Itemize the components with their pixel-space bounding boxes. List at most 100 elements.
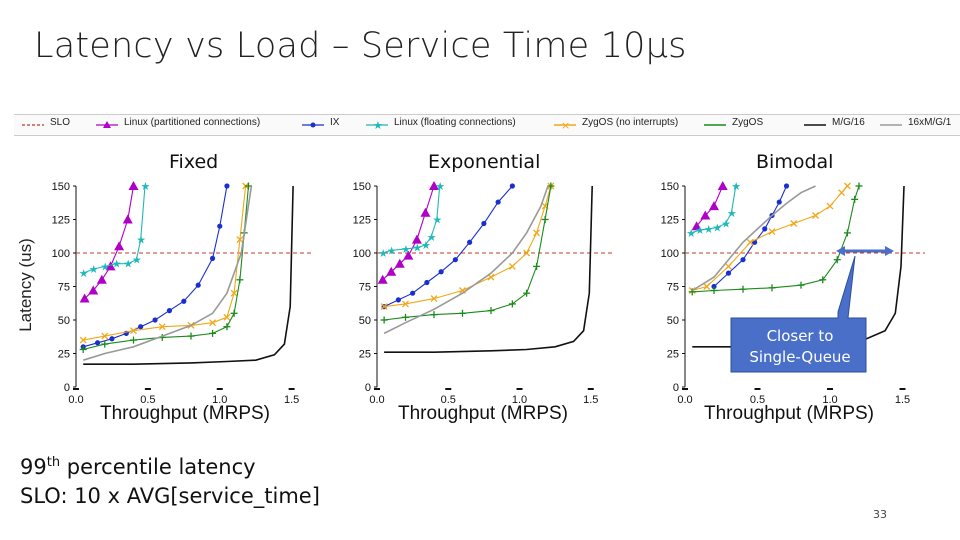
callout-box bbox=[730, 255, 867, 373]
y-tick-label-bimodal: 100 bbox=[661, 248, 679, 260]
point-fixed-zygos bbox=[236, 276, 244, 284]
point-bimodal-linux-floating-connections: ★ bbox=[712, 222, 722, 235]
point-fixed-linux-floating-connections: ★ bbox=[141, 180, 151, 193]
y-tick-label-exponential: 125 bbox=[353, 215, 371, 227]
y-tick-label-bimodal: 150 bbox=[661, 181, 679, 193]
point-bimodal-zygos-no-interrupts bbox=[812, 212, 819, 219]
series-line-bimodal-16xm-g-1 bbox=[691, 185, 816, 292]
y-tick-label-fixed: 125 bbox=[52, 215, 70, 227]
point-fixed-zygos-no-interrupts bbox=[158, 323, 166, 331]
point-exponential-zygos bbox=[402, 313, 409, 321]
point-fixed-ix bbox=[152, 317, 158, 323]
point-exponential-linux-floating-connections: ★ bbox=[401, 243, 411, 256]
point-fixed-linux-floating-connections: ★ bbox=[112, 258, 122, 271]
point-bimodal-zygos bbox=[768, 284, 776, 292]
point-bimodal-linux-partitioned-connections bbox=[700, 210, 711, 220]
y-tick-label-bimodal: 125 bbox=[661, 215, 679, 227]
y-tick-label-fixed: 50 bbox=[58, 315, 70, 327]
x-tick-label-exponential: 0.0 bbox=[369, 394, 384, 406]
point-bimodal-zygos-no-interrupts bbox=[826, 202, 834, 210]
legend-label-mg16: M/G/16 bbox=[832, 117, 865, 128]
point-bimodal-ix bbox=[762, 226, 768, 232]
point-bimodal-zygos-no-interrupts bbox=[746, 238, 754, 246]
point-fixed-zygos-no-interrupts bbox=[230, 289, 238, 297]
point-exponential-zygos bbox=[533, 262, 541, 270]
point-exponential-ix bbox=[495, 199, 501, 205]
series-line-exponential-ix bbox=[383, 185, 513, 308]
y-tick-label-exponential: 100 bbox=[353, 248, 371, 260]
point-exponential-linux-floating-connections: ★ bbox=[412, 242, 422, 255]
point-exponential-linux-partitioned-connections bbox=[429, 181, 439, 190]
point-exponential-linux-partitioned-connections bbox=[403, 250, 414, 260]
point-exponential-zygos-no-interrupts bbox=[508, 262, 516, 270]
legend-label-zygos-no-int: ZygOS (no interrupts) bbox=[582, 117, 679, 128]
point-fixed-linux-partitioned-connections bbox=[128, 181, 139, 190]
point-fixed-zygos-no-interrupts bbox=[101, 332, 109, 340]
point-fixed-zygos bbox=[209, 329, 217, 337]
point-exponential-linux-partitioned-connections bbox=[411, 234, 422, 244]
point-exponential-zygos bbox=[487, 307, 495, 315]
point-exponential-ix bbox=[509, 183, 515, 189]
point-bimodal-linux-partitioned-connections bbox=[717, 181, 728, 190]
point-exponential-ix bbox=[395, 297, 401, 303]
series-line-bimodal-linux-floating-connections bbox=[690, 185, 737, 234]
point-exponential-zygos-no-interrupts bbox=[533, 229, 541, 237]
series-line-bimodal-zygos-no-interrupts bbox=[692, 185, 848, 292]
y-tick-label-bimodal: 50 bbox=[667, 315, 679, 327]
point-bimodal-zygos-no-interrupts bbox=[838, 189, 846, 197]
point-bimodal-zygos bbox=[855, 182, 863, 190]
y-tick-label-exponential: 150 bbox=[353, 181, 371, 193]
y-tick-label-exponential: 50 bbox=[359, 315, 371, 327]
callout-arrow bbox=[836, 246, 894, 256]
point-fixed-zygos-no-interrupts bbox=[236, 236, 244, 244]
point-fixed-ix bbox=[94, 340, 101, 346]
point-exponential-zygos bbox=[508, 300, 516, 308]
y-tick-label-bimodal: 75 bbox=[667, 282, 679, 294]
panel-title-bimodal: Bimodal bbox=[756, 151, 834, 173]
point-bimodal-linux-partitioned-connections bbox=[709, 201, 719, 211]
point-bimodal-zygos-no-interrupts bbox=[768, 228, 776, 236]
y-tick-label-fixed: 150 bbox=[52, 181, 70, 193]
legend-label-zygos: ZygOS bbox=[732, 117, 764, 128]
point-exponential-linux-floating-connections: ★ bbox=[387, 244, 397, 257]
legend-label-slo: SLO bbox=[50, 117, 71, 128]
y-tick-label-fixed: 25 bbox=[58, 349, 70, 361]
point-bimodal-zygos-no-interrupts bbox=[703, 283, 711, 290]
point-fixed-linux-floating-connections: ★ bbox=[79, 267, 89, 280]
point-exponential-zygos-no-interrupts bbox=[430, 295, 438, 303]
point-fixed-ix bbox=[181, 298, 187, 304]
point-fixed-ix bbox=[138, 324, 144, 330]
series-line-exponential-m-g-16 bbox=[384, 185, 593, 354]
legend-label-ix: IX bbox=[330, 117, 340, 128]
panel-title-fixed: Fixed bbox=[169, 151, 219, 173]
point-bimodal-linux-floating-connections: ★ bbox=[731, 180, 741, 193]
x-tick-label-fixed: 1.5 bbox=[284, 394, 299, 406]
point-fixed-zygos-no-interrupts bbox=[223, 313, 231, 321]
point-exponential-linux-partitioned-connections bbox=[386, 266, 397, 276]
footnote-line-2: SLO: 10 x AVG[service_time] bbox=[20, 484, 320, 508]
x-tick-label-fixed: 0.5 bbox=[140, 394, 155, 406]
point-fixed-linux-floating-connections: ★ bbox=[136, 234, 146, 247]
point-fixed-zygos-no-interrupts bbox=[79, 336, 87, 344]
x-tick-label-bimodal: 1.0 bbox=[822, 394, 837, 406]
point-fixed-zygos bbox=[187, 332, 195, 340]
point-exponential-linux-floating-connections: ★ bbox=[435, 180, 445, 193]
point-exponential-linux-floating-connections: ★ bbox=[432, 214, 442, 227]
point-fixed-ix bbox=[195, 282, 201, 288]
x-tick-label-fixed: 1.0 bbox=[212, 394, 227, 406]
series-line-bimodal-linux-partitioned-connections bbox=[696, 185, 724, 227]
point-bimodal-zygos-no-interrupts bbox=[843, 182, 851, 190]
point-fixed-zygos bbox=[230, 309, 238, 317]
point-bimodal-zygos bbox=[688, 288, 696, 296]
legend-marker-x: × bbox=[561, 119, 570, 132]
series-line-bimodal-zygos bbox=[692, 185, 860, 293]
point-bimodal-ix bbox=[783, 183, 790, 189]
x-tick-label-exponential: 1.0 bbox=[512, 394, 527, 406]
point-exponential-ix bbox=[438, 269, 444, 275]
point-fixed-linux-floating-connections: ★ bbox=[100, 260, 110, 273]
x-axis-title-fixed: Throughput (MRPS) bbox=[100, 403, 271, 424]
legend-marker-star: ★ bbox=[373, 119, 383, 132]
point-bimodal-zygos bbox=[851, 195, 859, 203]
point-bimodal-zygos bbox=[710, 287, 718, 295]
